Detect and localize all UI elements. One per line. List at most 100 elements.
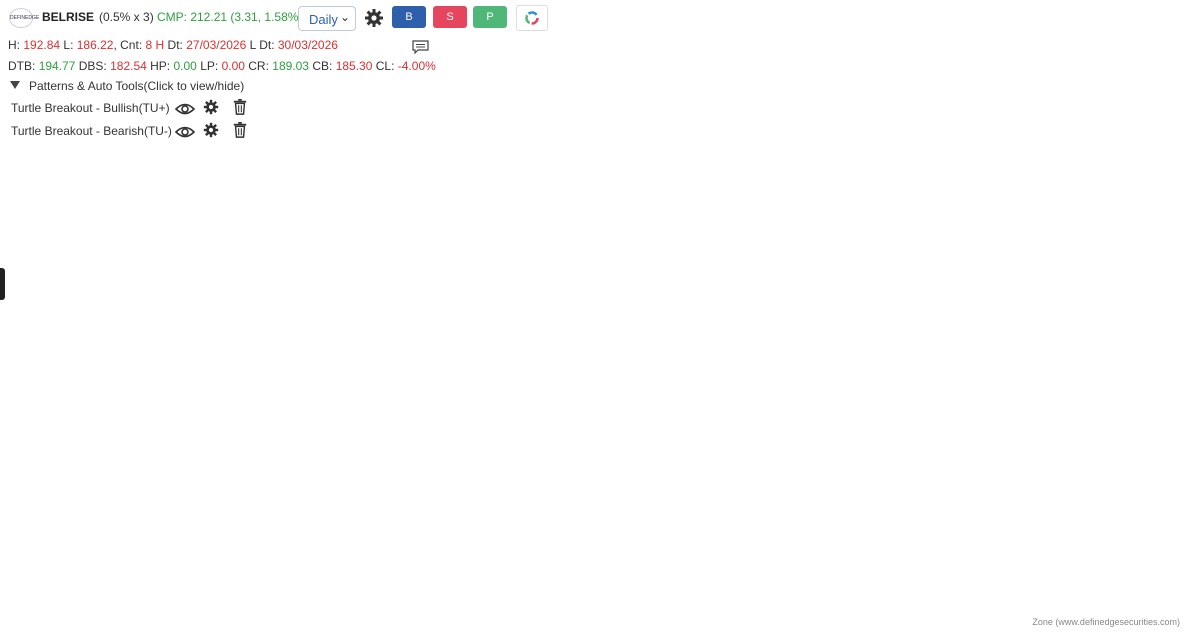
info-line-2: DTB: 194.77 DBS: 182.54 HP: 0.00 LP: 0.0… (8, 59, 436, 73)
settings-gear-icon[interactable] (364, 8, 384, 28)
o-column (1079, 105, 1089, 130)
x-mark (955, 122, 964, 127)
o-mark (474, 207, 484, 212)
o-mark (830, 187, 840, 192)
o-mark (510, 252, 519, 257)
x-mark (919, 129, 928, 134)
x-mark (883, 130, 893, 136)
o-mark (972, 132, 982, 137)
x-mark (527, 220, 537, 226)
eye-icon[interactable] (175, 124, 195, 140)
o-mark (866, 135, 875, 140)
o-column (11, 495, 21, 523)
o-mark (616, 187, 626, 192)
o-mark (438, 214, 448, 218)
x-mark (527, 227, 537, 233)
o-mark (616, 207, 626, 211)
trash-icon[interactable] (230, 99, 250, 115)
x-mark (29, 470, 39, 475)
o-mark (652, 220, 662, 225)
o-mark (510, 243, 519, 247)
p-button[interactable]: P (473, 6, 507, 28)
x-mark (990, 151, 1000, 156)
x-mark (171, 407, 181, 412)
x-mark (207, 331, 217, 337)
x-column (278, 286, 288, 296)
x-mark (955, 115, 964, 121)
x-mark (777, 196, 786, 201)
o-column (367, 257, 377, 270)
color-wheel-icon (525, 11, 539, 25)
o-mark (972, 103, 982, 108)
o-mark (688, 207, 697, 212)
x-mark (705, 142, 715, 147)
o-mark (972, 119, 982, 124)
o-mark (474, 233, 484, 238)
o-mark (972, 145, 982, 150)
x-mark (171, 364, 181, 369)
o-mark (474, 217, 484, 222)
sell-button[interactable]: S (433, 6, 467, 28)
x-mark (421, 207, 430, 212)
x-mark (207, 311, 217, 317)
x-mark (883, 124, 893, 129)
cb-value: 185.30 (335, 59, 373, 73)
comment-icon[interactable] (412, 40, 429, 54)
x-mark (207, 281, 217, 286)
x-mark (207, 338, 217, 344)
x-column (171, 317, 181, 465)
o-mark (688, 213, 697, 218)
o-column (510, 236, 519, 266)
x-mark (955, 109, 964, 114)
color-wheel-button[interactable] (516, 5, 548, 31)
pattern-row-bearish: Turtle Breakout - Bearish(TU-) (11, 124, 172, 138)
x-mark (670, 211, 679, 216)
o-mark (367, 266, 377, 270)
o-mark (260, 251, 270, 256)
patterns-toggle[interactable]: Patterns & Auto Tools(Click to view/hide… (10, 79, 244, 93)
o-column (723, 132, 733, 165)
x-mark (171, 321, 181, 326)
x-column (421, 207, 430, 234)
o-mark (616, 203, 626, 208)
o-column (154, 447, 163, 465)
timeframe-select[interactable]: Daily ⌄ (298, 6, 356, 31)
x-mark (243, 261, 252, 266)
x-mark (29, 476, 39, 481)
x-mark (955, 125, 964, 130)
eye-icon[interactable] (175, 101, 195, 117)
o-mark (403, 231, 412, 236)
o-mark (545, 202, 555, 207)
x-mark (456, 204, 466, 209)
x-mark (349, 265, 359, 271)
x-mark (1097, 104, 1107, 109)
o-mark (296, 296, 306, 300)
y-tick-label: 110 (1163, 414, 1181, 426)
o-mark (154, 450, 163, 455)
x-mark (385, 254, 395, 259)
buy-button[interactable]: B (392, 6, 426, 28)
h-value: 192.84 (23, 38, 61, 52)
o-mark (759, 159, 768, 163)
settings-gear-icon[interactable] (201, 99, 221, 115)
x-mark (243, 247, 252, 253)
x-mark (705, 135, 715, 140)
x-mark (527, 241, 537, 246)
x-mark (136, 439, 145, 444)
o-mark (688, 210, 697, 215)
x-mark (1026, 129, 1035, 134)
x-mark (421, 210, 430, 215)
settings-gear-icon[interactable] (201, 122, 221, 138)
o-mark (972, 109, 982, 114)
trash-icon[interactable] (230, 122, 250, 138)
x-mark (349, 279, 359, 284)
side-panel-handle[interactable] (0, 268, 5, 300)
x-mark (705, 211, 715, 216)
x-mark (705, 171, 715, 177)
o-column (189, 324, 199, 346)
o-mark (723, 154, 733, 159)
x-mark (990, 138, 1000, 143)
x-mark (812, 187, 822, 192)
x-mark (527, 214, 537, 219)
o-mark (1008, 147, 1018, 152)
